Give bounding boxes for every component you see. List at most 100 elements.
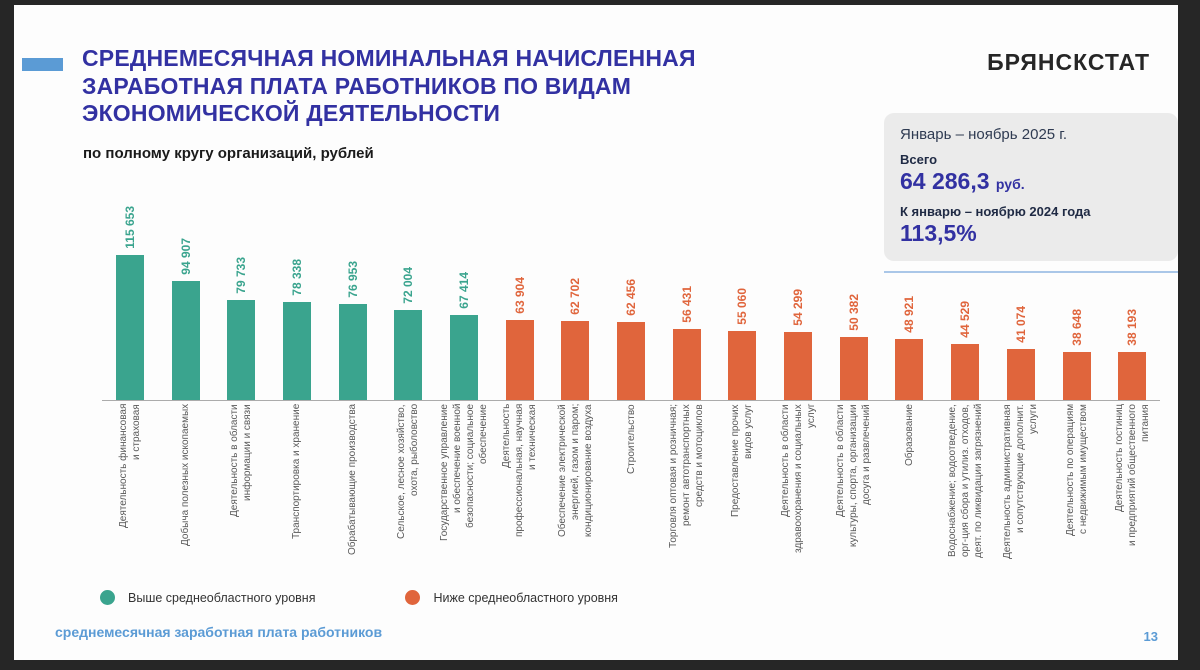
bar <box>617 322 646 400</box>
bar-category-label: Водоснабжение; водоотведение, орг-ция сб… <box>946 404 984 559</box>
category-cell: Деятельность профессиональная, научная и… <box>492 404 548 586</box>
category-cell: Деятельность в области здравоохранения и… <box>770 404 826 586</box>
bar <box>338 304 367 400</box>
bar <box>449 315 478 400</box>
bar-column: 79 733 <box>213 257 269 400</box>
bar-column: 62 456 <box>603 279 659 400</box>
bar-value-label: 50 382 <box>846 294 861 331</box>
bar-category-label: Строительство <box>625 404 637 474</box>
chart-legend: Выше среднеобластного уровня Ниже средне… <box>100 590 618 605</box>
bar-value-label: 67 414 <box>456 272 471 309</box>
bar <box>728 331 757 400</box>
bar <box>505 320 534 400</box>
bar-category-label: Сельское, лесное хозяйство, охота, рыбол… <box>396 404 421 539</box>
page-subtitle: по полному кругу организаций, рублей <box>83 145 374 162</box>
category-cell: Обрабатывающие производства <box>325 404 381 586</box>
bar <box>282 302 311 400</box>
bar-value-label: 63 904 <box>512 277 527 314</box>
bar-category-label: Деятельность в области здравоохранения и… <box>779 404 817 553</box>
legend-dot-above-icon <box>100 590 115 605</box>
legend-label-above: Выше среднеобластного уровня <box>128 590 316 605</box>
bar-value-label: 38 193 <box>1125 309 1140 346</box>
bar-column: 54 299 <box>770 289 826 400</box>
category-cell: Предоставление прочих видов услуг <box>715 404 771 586</box>
bar-column: 115 653 <box>102 206 158 400</box>
bar <box>561 321 590 400</box>
footer-title: среднемесячная заработная плата работник… <box>55 624 383 640</box>
bar-category-label: Деятельность по операциям с недвижимым и… <box>1064 404 1089 537</box>
bar-category-label: Деятельность профессиональная, научная и… <box>501 404 539 538</box>
plot-area: 115 653 94 907 79 733 78 338 76 953 72 004 67 … <box>102 177 1160 401</box>
bar <box>839 337 868 400</box>
compare-label: К январю – ноябрю 2024 года <box>900 204 1091 219</box>
total-value-number: 64 286,3 <box>900 168 990 194</box>
bar-column: 94 907 <box>158 238 214 400</box>
bar-value-label: 76 953 <box>345 261 360 298</box>
bar-value-label: 56 431 <box>679 286 694 323</box>
page-number: 13 <box>1143 629 1158 644</box>
bar-value-label: 54 299 <box>791 289 806 326</box>
bar-value-label: 38 648 <box>1069 309 1084 346</box>
category-cell: Деятельность финансовая и страховая <box>102 404 158 586</box>
bar-value-label: 48 921 <box>902 296 917 333</box>
slide: СРЕДНЕМЕСЯЧНАЯ НОМИНАЛЬНАЯ НАЧИСЛЕННАЯ З… <box>14 5 1178 660</box>
bar <box>1062 352 1091 400</box>
bar <box>951 344 980 400</box>
bar-column: 41 074 <box>993 306 1049 400</box>
bar-value-label: 72 004 <box>401 267 416 304</box>
bar-chart: 115 653 94 907 79 733 78 338 76 953 72 004 67 … <box>102 177 1160 586</box>
info-box-underline <box>884 271 1178 273</box>
category-cell: Деятельность гостиниц и предприятий обще… <box>1104 404 1160 586</box>
bar-value-label: 115 653 <box>122 206 137 249</box>
bar-category-label: Транспортировка и хранение <box>291 404 303 540</box>
category-cell: Деятельность административная и сопутств… <box>993 404 1049 586</box>
bar-value-label: 62 456 <box>624 279 639 316</box>
bar-category-label: Деятельность в области информации и связ… <box>229 404 254 517</box>
legend-item-below: Ниже среднеобластного уровня <box>405 590 618 605</box>
bar <box>171 281 200 400</box>
total-label: Всего <box>900 152 938 167</box>
bar-value-label: 62 702 <box>568 278 583 315</box>
bar <box>1118 352 1147 400</box>
period-label: Январь – ноябрь 2025 г. <box>900 126 1068 143</box>
legend-dot-below-icon <box>405 590 421 605</box>
bar <box>672 329 701 400</box>
bar-category-label: Государственное управление и обеспечение… <box>438 404 489 541</box>
bar <box>784 332 813 400</box>
bar-column: 67 414 <box>436 272 492 400</box>
category-cell: Транспортировка и хранение <box>269 404 325 586</box>
bar-category-label: Торговля оптовая и розничная; ремонт авт… <box>668 404 706 549</box>
category-cell: Водоснабжение; водоотведение, орг-ция сб… <box>937 404 993 586</box>
bar-column: 44 529 <box>937 301 993 400</box>
bar-category-label: Деятельность гостиниц и предприятий обще… <box>1113 404 1151 546</box>
legend-item-above: Выше среднеобластного уровня <box>100 590 315 605</box>
bar <box>1006 349 1035 400</box>
bar-column: 63 904 <box>492 277 548 400</box>
category-cell: Строительство <box>603 404 659 586</box>
bar <box>227 300 256 400</box>
legend-label-below: Ниже среднеобластного уровня <box>433 590 618 605</box>
bar-value-label: 44 529 <box>958 301 973 338</box>
total-value-unit: руб. <box>995 176 1025 192</box>
category-row: Деятельность финансовая и страховая Добыч… <box>102 404 1160 586</box>
category-cell: Добыча полезных ископаемых <box>158 404 214 586</box>
page-title: СРЕДНЕМЕСЯЧНАЯ НОМИНАЛЬНАЯ НАЧИСЛЕННАЯ З… <box>82 45 696 127</box>
category-cell: Обеспечение электрической энергией, газо… <box>548 404 604 586</box>
bar <box>115 255 144 400</box>
bar-value-label: 41 074 <box>1013 306 1028 343</box>
summary-info-box: Январь – ноябрь 2025 г. Всего 64 286,3 р… <box>884 113 1178 261</box>
category-cell: Государственное управление и обеспечение… <box>436 404 492 586</box>
bar <box>394 310 423 400</box>
bar-column: 48 921 <box>882 296 938 400</box>
bar-value-label: 55 060 <box>735 288 750 325</box>
bar-category-label: Образование <box>903 404 915 466</box>
bar-column: 78 338 <box>269 259 325 400</box>
category-cell: Образование <box>882 404 938 586</box>
bar-column: 62 702 <box>548 278 604 400</box>
bar-column: 55 060 <box>715 288 771 400</box>
bar-value-label: 79 733 <box>234 257 249 294</box>
bar-column: 56 431 <box>659 286 715 400</box>
title-accent-bar <box>22 58 63 71</box>
bar-category-label: Добыча полезных ископаемых <box>180 404 192 547</box>
compare-value: 113,5% <box>900 220 977 246</box>
